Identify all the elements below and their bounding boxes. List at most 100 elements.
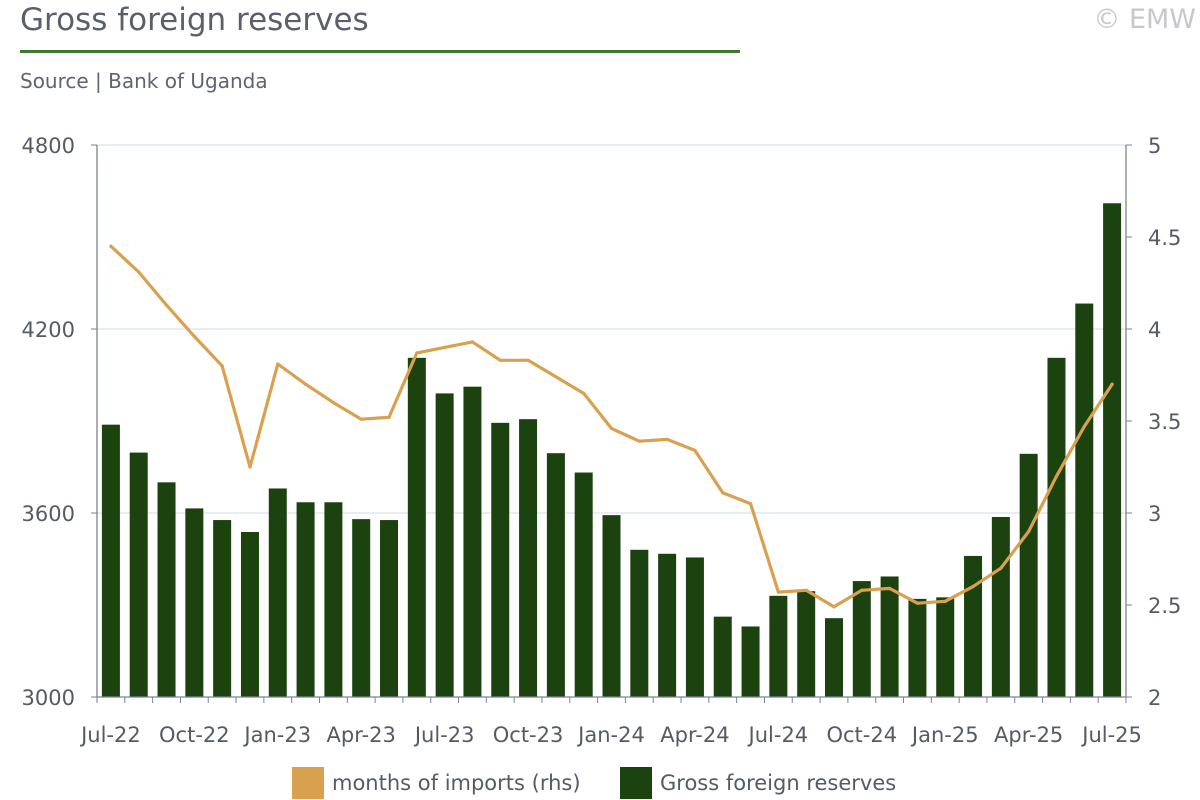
bar-Jun-25 <box>1075 303 1094 697</box>
bar-Nov-23 <box>546 453 565 697</box>
y-right-tick-label: 4 <box>1148 318 1161 342</box>
title-underline <box>20 50 740 53</box>
line-point-Sep-22 <box>164 303 169 307</box>
legend-label-months-of-imports: months of imports (rhs) <box>332 771 581 795</box>
bar-Feb-24 <box>630 549 649 697</box>
bar-Jan-23 <box>268 488 287 697</box>
x-tick-label: Oct-22 <box>159 723 230 747</box>
line-point-Feb-23 <box>303 382 308 386</box>
line-point-May-24 <box>721 491 725 495</box>
copyright-watermark: © EMW <box>1093 4 1196 35</box>
bar-Apr-23 <box>352 519 371 697</box>
x-tick-label: Oct-24 <box>826 723 897 747</box>
line-point-Jul-24 <box>776 590 780 594</box>
line-point-Aug-24 <box>804 588 808 592</box>
bar-Feb-25 <box>964 555 983 697</box>
x-tick-label: Oct-23 <box>493 723 564 747</box>
bar-Feb-23 <box>296 502 315 697</box>
line-point-Jan-23 <box>276 362 280 366</box>
x-tick-label: Jul-23 <box>413 723 475 747</box>
bar-Mar-25 <box>991 516 1010 697</box>
line-point-Apr-25 <box>1027 529 1031 534</box>
x-tick-label: Jul-24 <box>747 723 809 747</box>
legend-item-gross-foreign-reserves: Gross foreign reserves <box>620 766 896 800</box>
line-point-Oct-24 <box>860 588 864 592</box>
legend-label-gross-foreign-reserves: Gross foreign reserves <box>660 771 897 795</box>
bar-May-25 <box>1047 357 1066 697</box>
legend-swatch-line <box>292 767 324 799</box>
line-point-Feb-24 <box>637 439 641 443</box>
legend-swatch-bars <box>620 767 652 799</box>
legend-item-months-of-imports: months of imports (rhs) <box>292 766 581 800</box>
bar-Sep-23 <box>491 422 510 697</box>
x-tick-label: Jul-25 <box>1080 723 1142 747</box>
bar-Jan-25 <box>936 597 955 697</box>
line-point-Mar-24 <box>665 437 669 441</box>
y-right-tick-label: 4.5 <box>1148 226 1181 250</box>
line-point-Sep-23 <box>498 358 502 362</box>
bar-Jul-24 <box>769 595 788 697</box>
line-point-May-23 <box>387 415 391 419</box>
line-point-Nov-24 <box>888 586 892 591</box>
line-point-Mar-23 <box>331 401 335 405</box>
x-tick-label: Jan-25 <box>910 723 979 747</box>
x-tick-label: Apr-24 <box>660 723 729 747</box>
x-tick-label: Jul-22 <box>79 723 141 747</box>
x-tick-label: Apr-23 <box>327 723 396 747</box>
y-right-tick-label: 2.5 <box>1148 594 1181 618</box>
line-point-Oct-22 <box>192 334 196 338</box>
line-point-Jan-24 <box>609 426 614 430</box>
line-point-May-25 <box>1054 474 1059 478</box>
x-tick-label: Apr-25 <box>994 723 1063 747</box>
line-point-Apr-24 <box>693 448 697 453</box>
line-point-Jan-25 <box>943 599 947 603</box>
y-left-tick-label: 3000 <box>22 686 75 710</box>
line-point-Oct-23 <box>526 358 530 362</box>
bar-Jun-24 <box>741 626 760 697</box>
y-right-tick-label: 3 <box>1148 502 1161 526</box>
line-point-Jul-25 <box>1110 382 1114 386</box>
line-point-Jun-23 <box>415 351 419 355</box>
bar-Oct-22 <box>185 508 204 697</box>
line-point-Feb-25 <box>971 585 975 589</box>
line-point-Jul-22 <box>109 244 113 248</box>
bar-Jul-25 <box>1103 203 1122 697</box>
line-point-Aug-22 <box>137 270 141 274</box>
bar-Dec-23 <box>574 472 593 697</box>
bar-Nov-22 <box>213 520 232 697</box>
bar-Jun-23 <box>407 357 426 697</box>
x-tick-label: Jan-23 <box>242 723 311 747</box>
line-point-Aug-23 <box>470 340 475 344</box>
bar-May-24 <box>713 616 732 697</box>
bar-Jul-23 <box>435 393 454 697</box>
y-right-tick-label: 3.5 <box>1148 410 1181 434</box>
y-left-tick-label: 3600 <box>22 502 75 526</box>
chart-title: Gross foreign reserves <box>20 2 369 38</box>
bar-Sep-24 <box>824 618 843 697</box>
line-point-Dec-24 <box>915 601 920 605</box>
line-point-Dec-22 <box>248 465 252 469</box>
bar-Jan-24 <box>602 515 621 697</box>
bar-Dec-22 <box>240 532 259 697</box>
line-point-Mar-25 <box>999 566 1003 570</box>
y-left-tick-label: 4200 <box>22 318 75 342</box>
bar-Sep-22 <box>157 482 176 697</box>
y-left-tick-label: 4800 <box>22 134 75 158</box>
bar-Oct-23 <box>519 419 538 697</box>
bar-Dec-24 <box>908 598 927 697</box>
line-point-Jun-24 <box>748 502 753 506</box>
line-point-Jun-25 <box>1082 424 1086 429</box>
line-point-Nov-22 <box>220 364 224 368</box>
y-right-tick-label: 5 <box>1148 134 1161 158</box>
bar-May-23 <box>380 520 399 697</box>
bar-Mar-24 <box>658 553 677 697</box>
line-point-Nov-23 <box>554 375 558 379</box>
bar-Nov-24 <box>880 576 899 697</box>
line-point-Dec-23 <box>582 391 586 395</box>
x-tick-label: Jan-24 <box>576 723 645 747</box>
line-point-Jul-23 <box>443 345 447 349</box>
bar-Mar-23 <box>324 502 343 697</box>
bar-Apr-24 <box>685 557 704 697</box>
bar-Aug-24 <box>797 591 816 697</box>
